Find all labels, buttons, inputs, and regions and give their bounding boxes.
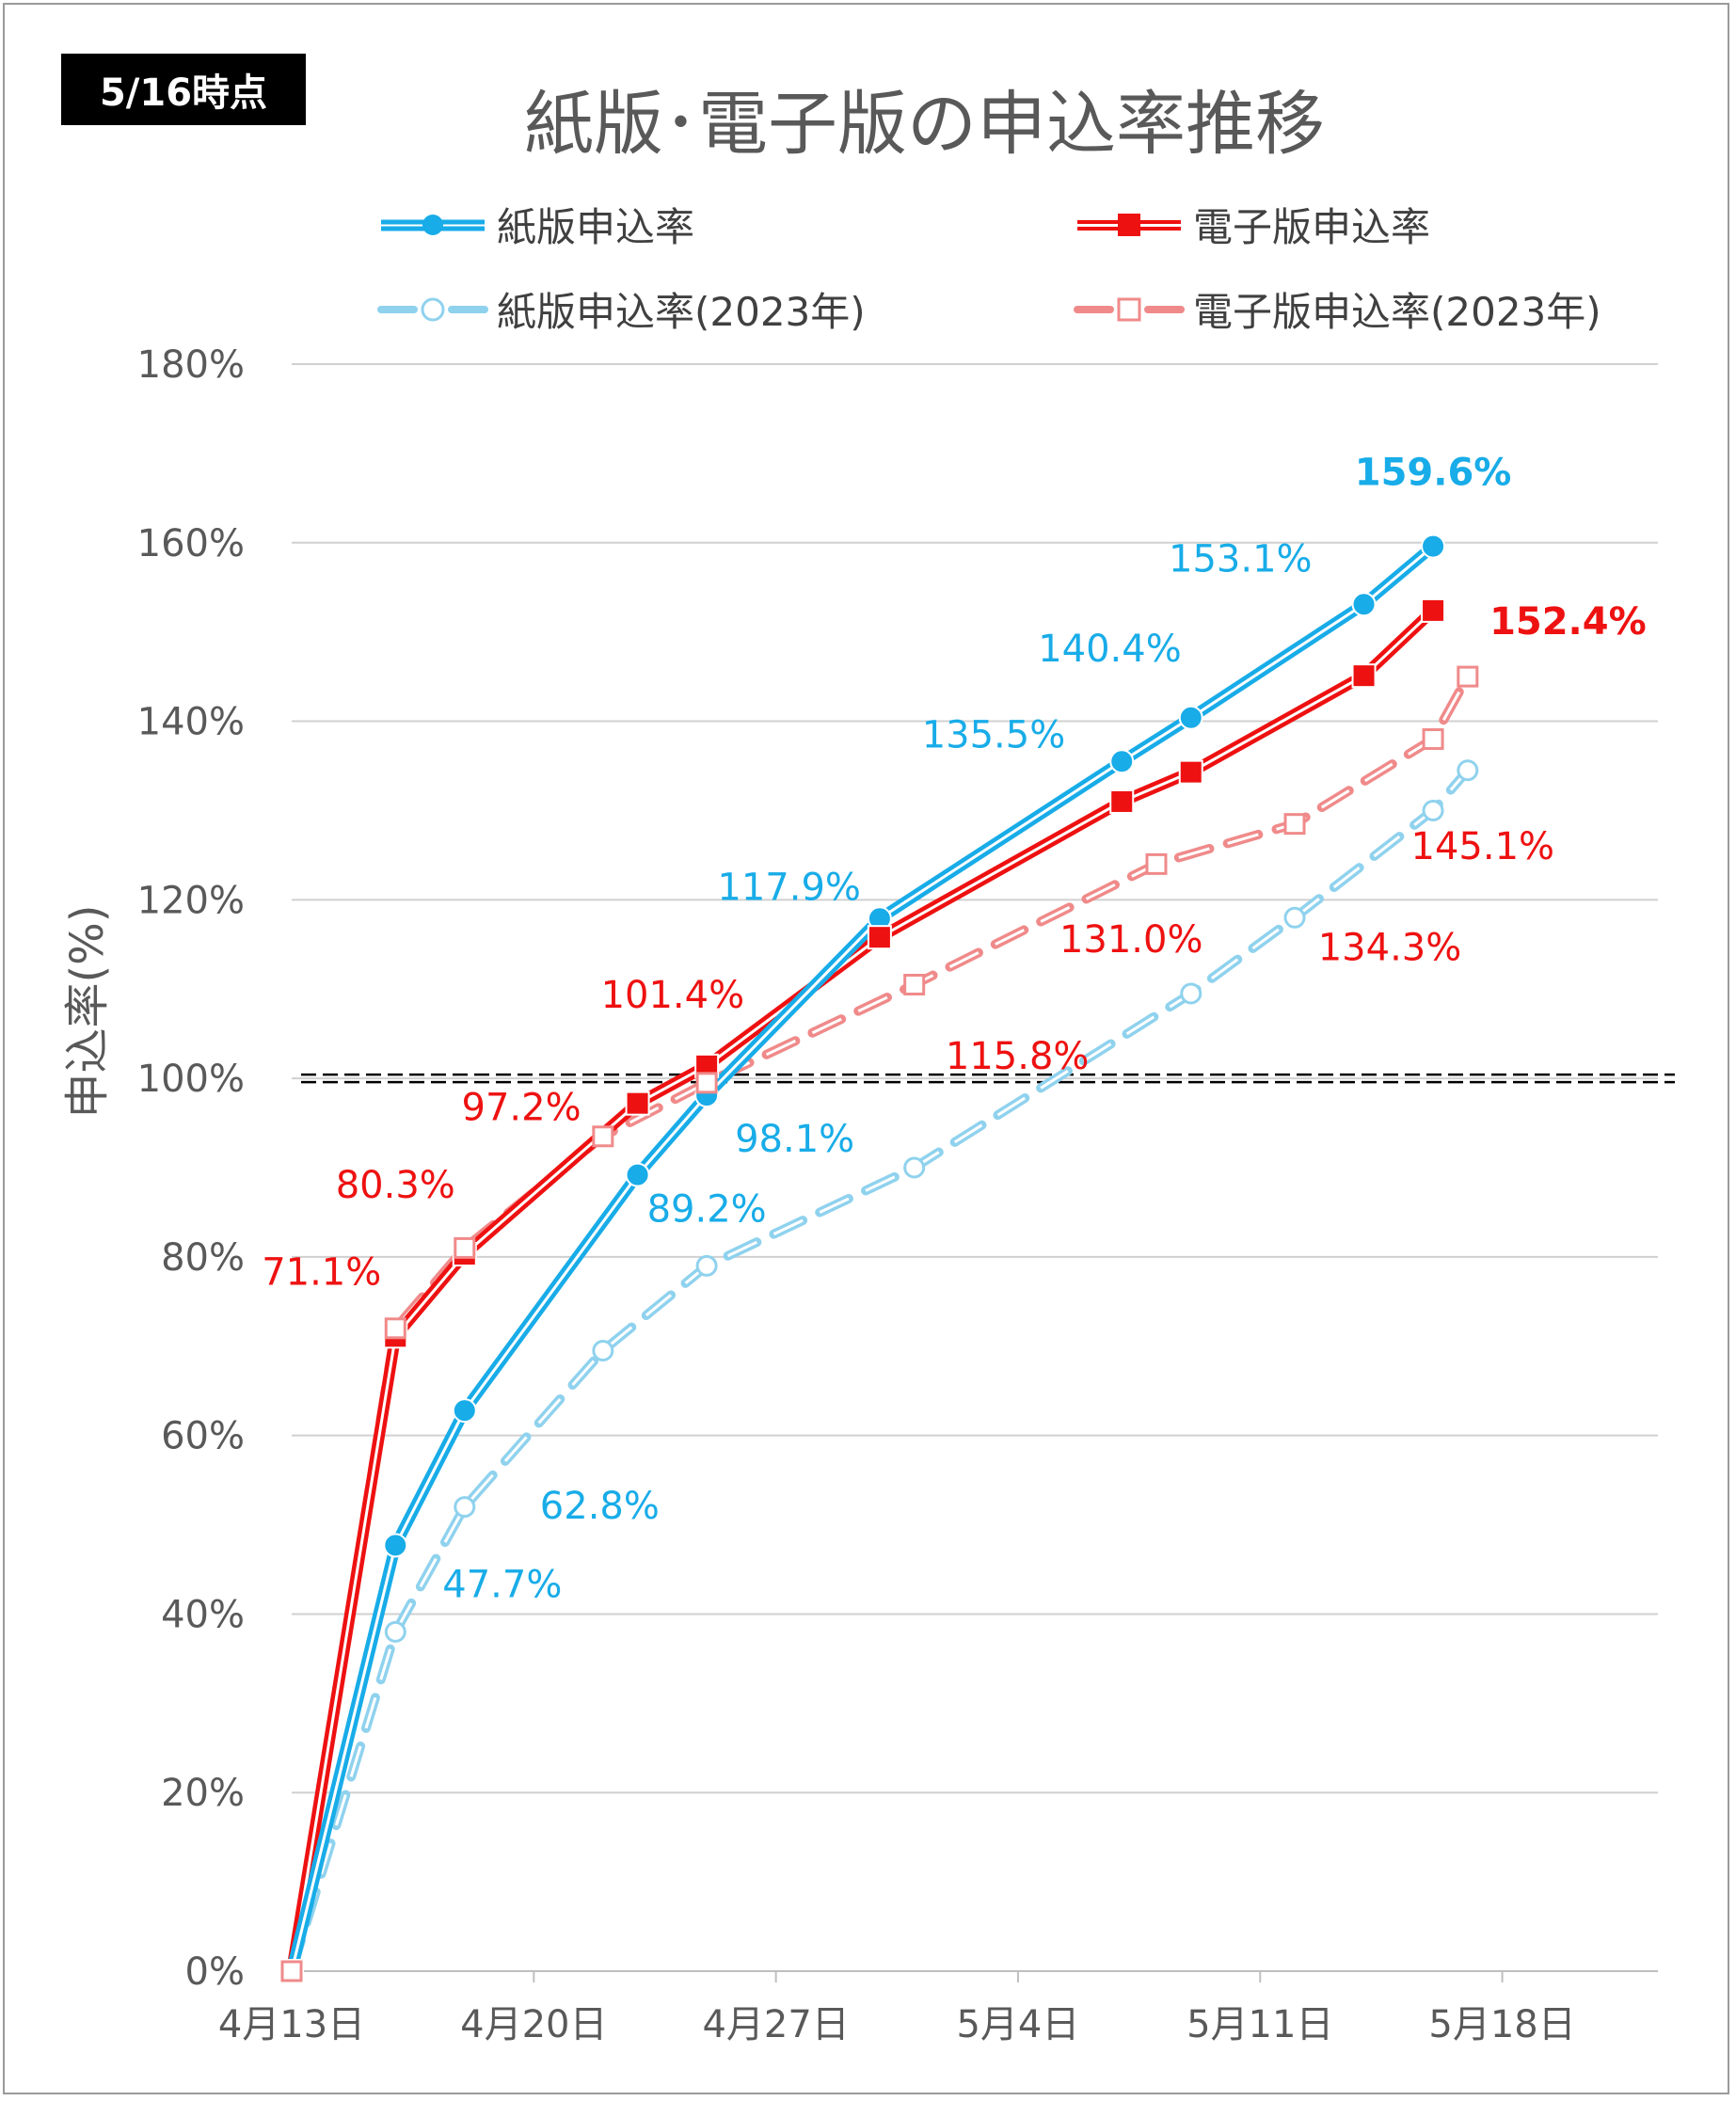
data-label: 153.1% [1169, 537, 1313, 581]
data-label: 140.4% [1038, 628, 1182, 671]
data-point [695, 1072, 718, 1094]
series-line-1 [286, 606, 1438, 1972]
legend-digital-2023-swatch [1074, 297, 1185, 321]
data-label: 71.1% [262, 1250, 381, 1294]
y-tick-label: 40% [161, 1593, 245, 1636]
data-label: 101.4% [601, 974, 745, 1017]
x-tick-label: 5月4日 [956, 2003, 1079, 2046]
legend-paper-2023-swatch [377, 297, 488, 321]
data-point [903, 973, 926, 995]
data-label: 117.9% [717, 866, 861, 909]
chart-frame [3, 3, 1729, 2094]
data-label: 47.7% [442, 1563, 562, 1606]
legend-paper-2023: 紙版申込率(2023年) [376, 280, 866, 338]
data-label: 159.6% [1355, 452, 1512, 495]
data-point [1109, 749, 1135, 774]
data-label: 80.3% [336, 1164, 455, 1207]
legend-paper-label: 紙版申込率 [497, 204, 695, 250]
data-label: 62.8% [540, 1485, 660, 1528]
data-point [1422, 728, 1444, 751]
y-tick-label: 20% [161, 1772, 245, 1815]
data-point [592, 1125, 614, 1148]
data-point [1457, 665, 1479, 688]
y-tick-label: 0% [185, 1950, 245, 1994]
data-point [1283, 813, 1306, 836]
series-line-inner-2 [290, 769, 1469, 1972]
date-badge: 5/16時点 [61, 54, 306, 125]
y-tick-label: 60% [161, 1415, 245, 1458]
series-line-3 [287, 672, 1473, 1976]
data-label: 131.0% [1059, 918, 1203, 962]
data-point [280, 1960, 303, 1982]
data-point [454, 1496, 476, 1519]
data-point [384, 1620, 406, 1643]
chart-title: 紙版･電子版の申込率推移 [524, 84, 1325, 165]
data-point [1422, 799, 1444, 821]
series-line-inner-3 [290, 676, 1470, 1972]
data-label: 89.2% [647, 1188, 767, 1232]
data-label: 115.8% [946, 1035, 1090, 1078]
x-tick-label: 5月11日 [1187, 2003, 1333, 2046]
x-tick-label: 4月13日 [218, 2003, 365, 2046]
legend-paper-2023-label: 紙版申込率(2023年) [497, 289, 866, 335]
x-tick-label: 4月27日 [702, 2003, 849, 2046]
y-tick-label: 160% [137, 522, 245, 565]
data-point [1145, 852, 1168, 875]
series-line-2 [287, 765, 1473, 1976]
legend-digital-swatch [1077, 213, 1181, 236]
data-label: 145.1% [1411, 825, 1555, 868]
y-tick-label: 80% [161, 1236, 245, 1280]
data-point [1109, 788, 1135, 814]
legend-paper: 紙版申込率 [376, 196, 694, 253]
data-point [1180, 982, 1202, 1005]
y-tick-label: 100% [137, 1058, 245, 1101]
legend-digital-label: 電子版申込率 [1193, 204, 1431, 250]
data-point [384, 1317, 406, 1340]
data-label: 97.2% [462, 1087, 581, 1130]
data-point [1351, 592, 1377, 617]
y-tick-label: 180% [137, 343, 245, 387]
data-point [695, 1254, 718, 1277]
legend-digital-2023-label: 電子版申込率(2023年) [1193, 289, 1601, 335]
series-line-inner-0 [290, 545, 1435, 1972]
data-point [454, 1236, 476, 1259]
data-point [625, 1162, 650, 1187]
legend-digital: 電子版申込率 [1073, 196, 1430, 253]
data-point [1421, 533, 1446, 559]
data-label: 135.5% [922, 713, 1066, 756]
data-point [383, 1533, 408, 1558]
x-tick-label: 5月18日 [1428, 2003, 1575, 2046]
data-point [1178, 759, 1203, 785]
data-point [903, 1156, 926, 1179]
data-point [452, 1398, 477, 1424]
y-tick-label: 140% [137, 701, 245, 744]
data-point [625, 1090, 650, 1116]
data-label: 98.1% [735, 1118, 854, 1161]
legend-paper-swatch [381, 214, 485, 235]
data-point [1351, 663, 1377, 689]
data-label: 134.3% [1318, 927, 1462, 970]
data-point [1421, 597, 1446, 623]
series-line-inner-1 [290, 609, 1435, 1972]
data-point [592, 1340, 614, 1362]
data-point [1457, 759, 1479, 782]
y-tick-label: 120% [137, 879, 245, 922]
data-point [867, 925, 892, 950]
data-point [1283, 906, 1306, 929]
legend-digital-2023: 電子版申込率(2023年) [1073, 280, 1601, 338]
data-label: 152.4% [1489, 600, 1647, 644]
x-tick-label: 4月20日 [460, 2003, 607, 2046]
data-point [1178, 705, 1203, 730]
